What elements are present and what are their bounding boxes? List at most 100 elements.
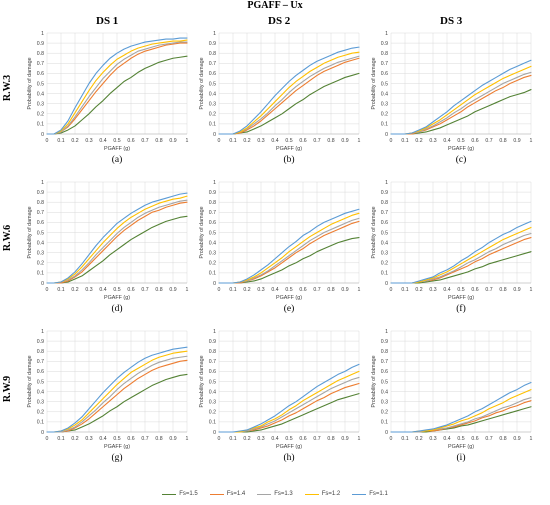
x-tick-label: 0.9 <box>341 287 348 293</box>
y-axis-label: Probability of damage <box>27 57 33 109</box>
x-tick-label: 0.4 <box>271 138 278 144</box>
y-tick-label: 0.2 <box>209 410 216 416</box>
series-line <box>46 39 188 135</box>
y-tick-label: 0.8 <box>37 349 44 355</box>
y-axis-label: Probability of damage <box>371 206 377 258</box>
x-tick-label: 1 <box>530 138 533 144</box>
x-tick-label: 0.1 <box>401 287 408 293</box>
x-tick-label: 0.1 <box>401 138 408 144</box>
x-tick-label: 0.4 <box>443 436 450 442</box>
x-tick-label: 0 <box>218 138 221 144</box>
x-tick-label: 0.4 <box>99 436 106 442</box>
y-tick-label: 0.7 <box>37 359 44 365</box>
y-tick-label: 0.1 <box>209 122 216 128</box>
series-line <box>46 350 188 433</box>
x-tick-label: 0.1 <box>57 138 64 144</box>
x-tick-label: 0.3 <box>257 287 264 293</box>
x-tick-label: 0.2 <box>71 287 78 293</box>
series-line <box>218 57 360 135</box>
series-line <box>46 192 188 284</box>
y-tick-label: 1 <box>41 31 44 37</box>
y-tick-label: 0.8 <box>209 349 216 355</box>
y-tick-label: 0.1 <box>37 122 44 128</box>
y-tick-label: 1 <box>41 329 44 335</box>
x-tick-label: 0.7 <box>313 287 320 293</box>
x-tick-label: 0 <box>218 287 221 293</box>
y-axis-label: Probability of damage <box>27 206 33 258</box>
x-tick-label: 0.7 <box>313 138 320 144</box>
x-tick-label: 1 <box>186 138 189 144</box>
x-tick-label: 0.1 <box>57 287 64 293</box>
y-tick-label: 0.7 <box>209 359 216 365</box>
x-tick-label: 0.8 <box>327 138 334 144</box>
x-tick-label: 1 <box>358 287 361 293</box>
panel-label: (f) <box>456 303 466 314</box>
x-tick-label: 0.1 <box>229 287 236 293</box>
y-tick-label: 0.3 <box>209 400 216 406</box>
x-tick-label: 1 <box>358 138 361 144</box>
x-tick-label: 0.8 <box>499 287 506 293</box>
y-tick-label: 0 <box>213 132 216 138</box>
x-tick-label: 0.1 <box>401 436 408 442</box>
x-tick-label: 0.2 <box>243 287 250 293</box>
x-tick-label: 0.2 <box>415 436 422 442</box>
y-tick-label: 0.5 <box>381 230 388 236</box>
y-tick-label: 0.3 <box>37 102 44 108</box>
x-tick-label: 0.6 <box>127 287 134 293</box>
x-tick-label: 0.9 <box>513 287 520 293</box>
y-tick-label: 0 <box>385 132 388 138</box>
column-header-ds3: DS 3 <box>440 15 463 27</box>
x-tick-label: 0.6 <box>471 436 478 442</box>
x-tick-label: 0.3 <box>85 436 92 442</box>
series-line <box>218 363 360 433</box>
y-tick-label: 0.9 <box>381 41 388 47</box>
x-tick-label: 0.9 <box>341 138 348 144</box>
x-tick-label: 0 <box>390 436 393 442</box>
x-tick-label: 0.5 <box>457 436 464 442</box>
series-line <box>46 199 188 284</box>
series-line <box>46 346 188 433</box>
x-tick-label: 0 <box>218 436 221 442</box>
x-tick-label: 0.1 <box>229 436 236 442</box>
x-tick-label: 0.8 <box>155 436 162 442</box>
y-tick-label: 0.2 <box>37 410 44 416</box>
x-tick-label: 0.2 <box>71 436 78 442</box>
x-tick-label: 0.6 <box>299 138 306 144</box>
y-tick-label: 0.2 <box>381 261 388 267</box>
y-tick-label: 0 <box>385 281 388 287</box>
y-tick-label: 0 <box>41 281 44 287</box>
y-tick-label: 0.5 <box>37 81 44 87</box>
y-tick-label: 0.3 <box>381 400 388 406</box>
y-tick-label: 0.7 <box>381 210 388 216</box>
y-tick-label: 0.2 <box>381 112 388 118</box>
y-tick-label: 0.6 <box>381 220 388 226</box>
series-line <box>218 46 360 135</box>
x-tick-label: 0.9 <box>169 138 176 144</box>
y-tick-label: 0.9 <box>37 190 44 196</box>
y-tick-label: 0.7 <box>381 359 388 365</box>
x-tick-label: 0.2 <box>415 287 422 293</box>
x-tick-label: 1 <box>530 287 533 293</box>
column-header-ds1: DS 1 <box>96 15 119 27</box>
y-tick-label: 0.7 <box>37 61 44 67</box>
y-tick-label: 1 <box>213 31 216 37</box>
x-tick-label: 0.4 <box>271 287 278 293</box>
series-line <box>46 215 188 284</box>
y-axis-label: Probability of damage <box>371 355 377 407</box>
x-tick-label: 0.5 <box>457 287 464 293</box>
x-tick-label: 0.6 <box>127 436 134 442</box>
x-tick-label: 1 <box>530 436 533 442</box>
y-tick-label: 0.3 <box>37 251 44 257</box>
y-tick-label: 0.1 <box>37 271 44 277</box>
chart-panel: 0 0.1 0.2 0.3 0.4 0.5 0.6 0.7 0.8 0.9 1 0 0.1 0.2 0.3 0… <box>371 180 533 314</box>
y-tick-label: 0.4 <box>37 389 44 395</box>
series-line <box>46 373 188 433</box>
x-axis-label: PGAFF (g) <box>276 146 302 152</box>
x-tick-label: 0.5 <box>285 287 292 293</box>
y-tick-label: 0.2 <box>37 112 44 118</box>
x-tick-label: 0.3 <box>257 138 264 144</box>
legend-item: Fs=1.2 <box>304 491 340 497</box>
column-header-ds2: DS 2 <box>268 15 291 27</box>
y-tick-label: 0.3 <box>37 400 44 406</box>
y-tick-label: 0.8 <box>209 200 216 206</box>
